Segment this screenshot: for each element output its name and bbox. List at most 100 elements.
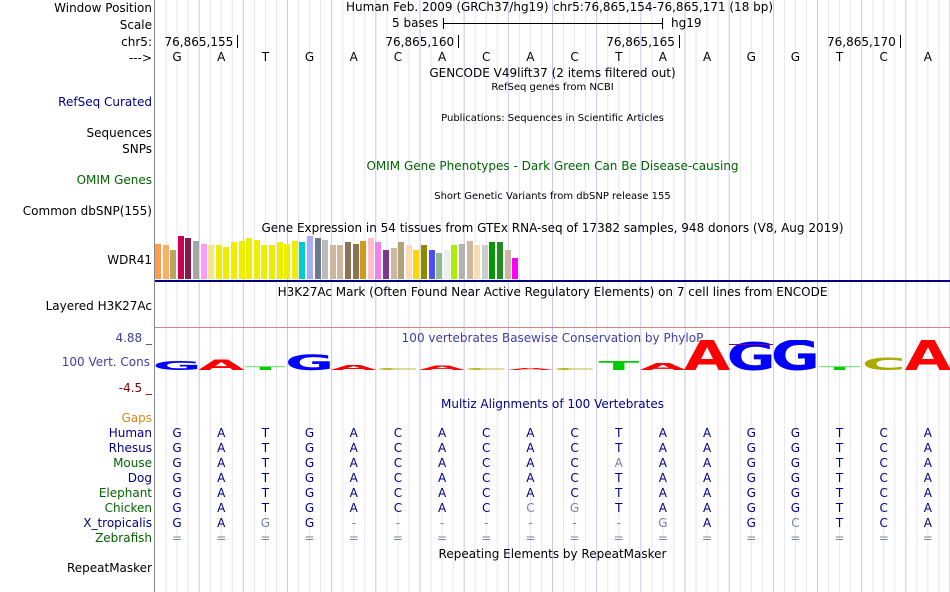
gtex-tissue-bar[interactable]	[443, 249, 450, 279]
gtex-tissue-bar[interactable]	[223, 246, 230, 279]
alignment-base: A	[923, 441, 933, 455]
gtex-tissue-bar[interactable]	[177, 236, 184, 279]
alignment-base: G	[790, 486, 801, 500]
gtex-tissue-bar[interactable]	[345, 242, 352, 279]
window-position-label: Window Position	[54, 1, 152, 15]
gtex-tissue-bar[interactable]	[405, 245, 412, 279]
sequences-track-label[interactable]: Sequences	[86, 126, 152, 140]
alignment-base: T	[615, 426, 623, 440]
gtex-tissue-bar[interactable]	[276, 242, 283, 279]
phylop-letter: C	[376, 368, 420, 371]
gtex-tissue-bar[interactable]	[185, 238, 192, 279]
gtex-tissue-bar[interactable]	[193, 241, 200, 279]
gtex-tissue-bar[interactable]	[322, 240, 329, 279]
gtex-bar-chart[interactable]	[155, 236, 555, 279]
gtex-tissue-bar[interactable]	[466, 241, 473, 279]
gtex-tissue-bar[interactable]	[238, 241, 245, 279]
alignment-base: -	[528, 516, 533, 530]
species-label[interactable]: Elephant	[98, 486, 152, 500]
alignment-base: A	[437, 501, 447, 515]
gtex-tissue-bar[interactable]	[291, 241, 298, 279]
gtex-tissue-bar[interactable]	[329, 245, 336, 279]
gtex-tissue-bar[interactable]	[307, 236, 314, 279]
alignment-base: A	[437, 441, 447, 455]
gencode-track-title[interactable]: GENCODE V49lift37 (2 items filtered out)	[429, 66, 676, 80]
gtex-tissue-bar[interactable]	[170, 249, 177, 279]
h3k27ac-track-label[interactable]: Layered H3K27Ac	[45, 299, 152, 313]
species-label[interactable]: Rhesus	[108, 441, 152, 455]
phylop-track-label[interactable]: 100 Vert. Cons	[61, 355, 150, 369]
alignment-base: =	[657, 531, 668, 545]
gtex-tissue-bar[interactable]	[451, 245, 458, 279]
coordinate-tick	[899, 35, 901, 48]
gtex-tissue-bar[interactable]	[200, 243, 207, 279]
gtex-tissue-bar[interactable]	[360, 241, 367, 279]
alignment-base: C	[393, 471, 403, 485]
species-label[interactable]: Mouse	[113, 456, 152, 470]
gtex-tissue-bar[interactable]	[436, 253, 443, 279]
reference-base: A	[923, 50, 933, 64]
alignment-base: =	[834, 531, 845, 545]
alignment-base: C	[482, 471, 491, 485]
alignment-base: T	[261, 456, 270, 470]
gtex-gene-label[interactable]: WDR41	[107, 253, 152, 267]
phylop-letter: T	[598, 359, 640, 373]
gtex-tissue-bar[interactable]	[383, 249, 390, 279]
gtex-tissue-bar[interactable]	[428, 249, 435, 279]
alignment-base: T	[835, 501, 844, 515]
gtex-tissue-bar[interactable]	[398, 242, 405, 279]
refseq-track-label[interactable]: RefSeq Curated	[58, 95, 152, 109]
snps-track-label[interactable]: SNPs	[122, 142, 152, 156]
gtex-tissue-bar[interactable]	[367, 238, 374, 279]
gtex-tissue-bar[interactable]	[162, 245, 169, 279]
gtex-tissue-bar[interactable]	[314, 238, 321, 279]
species-label[interactable]: X_tropicalis	[83, 516, 152, 530]
gtex-tissue-bar[interactable]	[352, 243, 359, 279]
gtex-tissue-bar[interactable]	[246, 238, 253, 279]
repeatmasker-track-label[interactable]: RepeatMasker	[66, 561, 152, 575]
alignment-base: G	[746, 516, 756, 530]
window-position-value: Human Feb. 2009 (GRCh37/hg19)	[346, 0, 549, 14]
omim-track-label[interactable]: OMIM Genes	[76, 173, 152, 187]
species-label[interactable]: Human	[108, 426, 152, 440]
species-label[interactable]: Dog	[127, 471, 152, 485]
alignment-base: G	[790, 426, 801, 440]
alignment-base: T	[261, 441, 270, 455]
alignment-base: G	[746, 486, 756, 500]
alignment-base: =	[260, 531, 271, 545]
alignment-base: A	[702, 441, 712, 455]
gtex-tissue-bar[interactable]	[504, 249, 511, 279]
gtex-tissue-bar[interactable]	[390, 248, 397, 279]
gtex-tissue-bar[interactable]	[155, 243, 162, 279]
alignment-base: G	[304, 441, 315, 455]
species-label[interactable]: Zebrafish	[95, 531, 152, 545]
phylop-letter: G	[771, 340, 820, 380]
gtex-tissue-bar[interactable]	[269, 245, 276, 279]
reference-base: G	[790, 50, 801, 64]
gtex-tissue-bar[interactable]	[413, 249, 420, 279]
gtex-tissue-bar[interactable]	[337, 245, 344, 279]
species-label[interactable]: Chicken	[104, 501, 152, 515]
gtex-tissue-bar[interactable]	[261, 245, 268, 279]
alignment-base: T	[261, 426, 270, 440]
gtex-tissue-bar[interactable]	[481, 245, 488, 279]
gtex-tissue-bar[interactable]	[489, 242, 496, 279]
gtex-tissue-bar[interactable]	[215, 245, 222, 279]
gtex-tissue-bar[interactable]	[512, 257, 519, 279]
gtex-tissue-bar[interactable]	[253, 240, 260, 279]
gtex-tissue-bar[interactable]	[497, 242, 504, 279]
alignment-base: C	[879, 456, 888, 470]
gtex-tissue-bar[interactable]	[231, 242, 238, 279]
gtex-tissue-bar[interactable]	[208, 245, 215, 279]
gtex-tissue-bar[interactable]	[421, 245, 428, 279]
gtex-tissue-bar[interactable]	[284, 243, 291, 279]
alignment-base: G	[172, 501, 182, 515]
alignment-base: A	[923, 456, 933, 470]
gtex-tissue-bar[interactable]	[459, 243, 466, 279]
gtex-tissue-bar[interactable]	[375, 242, 382, 279]
dbsnp-track-label[interactable]: Common dbSNP(155)	[22, 204, 152, 218]
gtex-tissue-bar[interactable]	[299, 242, 306, 279]
gtex-tissue-bar[interactable]	[474, 245, 481, 279]
phylop-letter: G	[155, 359, 202, 373]
